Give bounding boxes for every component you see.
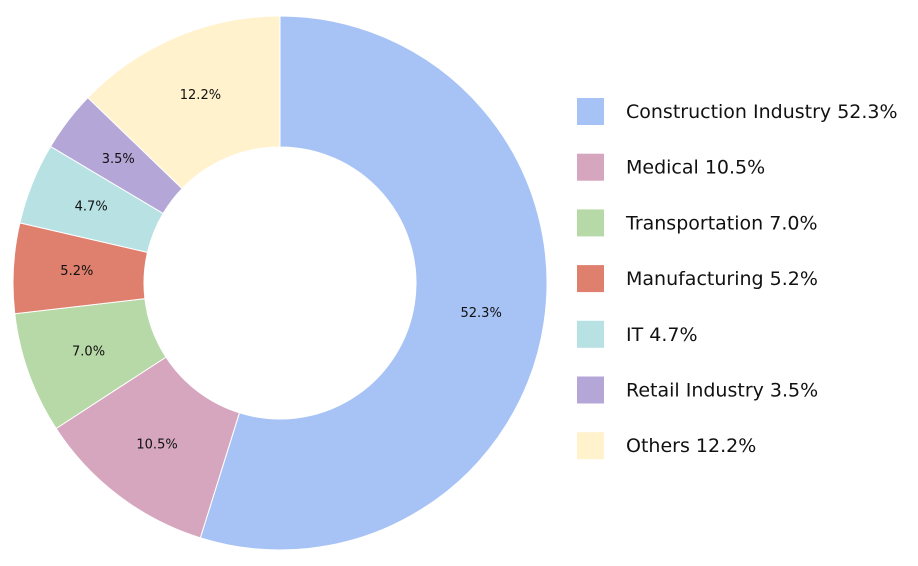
- legend-label-1: Medical 10.5%: [626, 157, 765, 179]
- legend-swatch-2: [577, 209, 604, 237]
- slice-label-0: 52.3%: [461, 306, 502, 321]
- legend-swatch-0: [577, 98, 604, 125]
- slice-6: [87, 15, 281, 190]
- slice-label-1: 10.5%: [136, 438, 177, 453]
- slice-0: [199, 15, 548, 551]
- legend-item-4: IT 4.7%: [577, 320, 698, 348]
- legend-swatch-1: [577, 153, 604, 181]
- legend-label-0: Construction Industry 52.3%: [626, 101, 898, 123]
- legend-item-3: Manufacturing 5.2%: [577, 265, 818, 293]
- slice-label-6: 12.2%: [180, 88, 221, 103]
- legend-label-3: Manufacturing 5.2%: [626, 268, 818, 290]
- legend-label-6: Others 12.2%: [626, 435, 756, 457]
- legend-item-5: Retail Industry 3.5%: [577, 376, 818, 404]
- legend: Construction Industry 52.3% Medical 10.5%…: [577, 98, 898, 460]
- legend-label-4: IT 4.7%: [626, 324, 698, 346]
- legend-item-0: Construction Industry 52.3%: [577, 98, 898, 125]
- legend-item-2: Transportation 7.0%: [577, 209, 818, 237]
- legend-item-6: Others 12.2%: [577, 432, 756, 460]
- slice-labels-layer: 52.3% 10.5% 7.0% 5.2% 4.7% 3.5% 12.2%: [60, 88, 502, 452]
- slice-label-5: 3.5%: [102, 152, 135, 167]
- legend-label-2: Transportation 7.0%: [625, 212, 818, 234]
- slice-label-3: 5.2%: [60, 264, 93, 279]
- slices-layer: [12, 15, 548, 551]
- legend-swatch-6: [577, 432, 604, 460]
- legend-item-1: Medical 10.5%: [577, 153, 765, 181]
- legend-swatch-3: [577, 265, 604, 293]
- legend-swatch-4: [577, 320, 604, 348]
- slice-label-4: 4.7%: [75, 200, 108, 215]
- legend-swatch-5: [577, 376, 604, 404]
- slice-label-2: 7.0%: [72, 344, 105, 359]
- legend-label-5: Retail Industry 3.5%: [626, 380, 818, 402]
